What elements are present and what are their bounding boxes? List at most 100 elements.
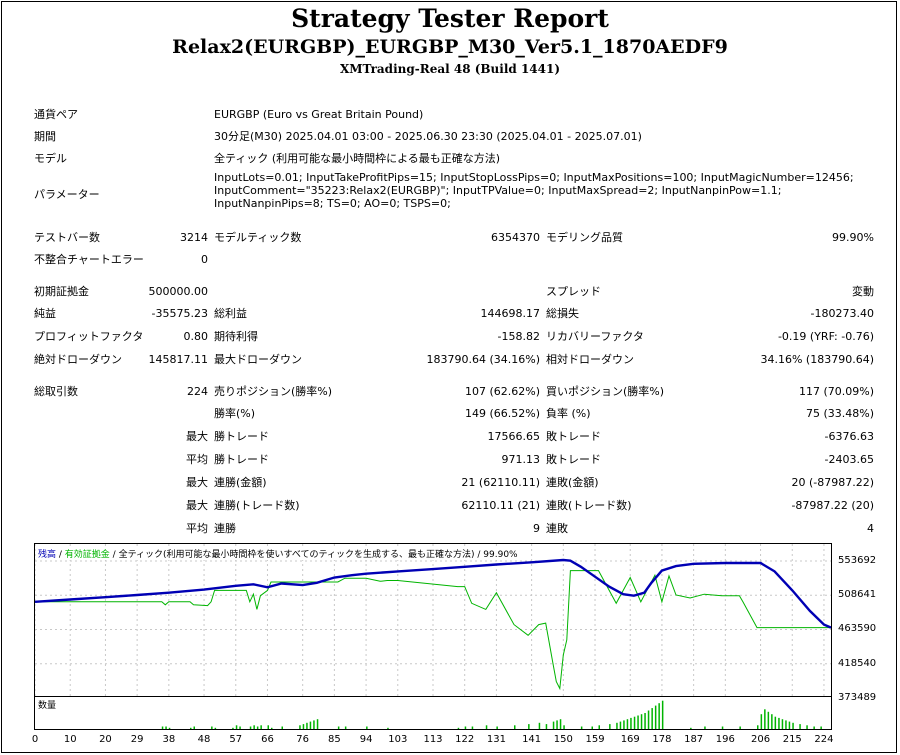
- volume-bar: [647, 710, 650, 729]
- report-title: Strategy Tester Report: [291, 4, 609, 33]
- x-tick-label: 103: [388, 734, 408, 745]
- gross-loss-value: -180273.40: [810, 307, 874, 320]
- volume-label: 数量: [38, 698, 57, 711]
- avg-loss-trade-value: -2403.65: [824, 453, 874, 466]
- win-rate-value: 149 (66.52%): [464, 407, 540, 420]
- deposit-value: 500000.00: [148, 285, 209, 298]
- volume-bar: [651, 708, 653, 729]
- legend-sep: /: [56, 550, 65, 560]
- net-profit-value: -35575.23: [151, 307, 208, 320]
- volume-bar: [658, 703, 660, 729]
- volume-bar: [767, 711, 770, 729]
- short-positions-value: 107 (62.62%): [464, 385, 540, 398]
- volume-bar: [528, 724, 530, 729]
- x-tick-label: 122: [455, 734, 475, 745]
- max-word: 最大: [186, 499, 208, 512]
- x-tick-label: 215: [782, 734, 802, 745]
- volume-bar: [214, 727, 217, 729]
- expected-payoff-label: 期待利得: [214, 330, 258, 343]
- model-value: 全ティック (利用可能な最小時間枠による最も正確な方法): [214, 152, 501, 165]
- volume-bar: [609, 724, 611, 729]
- equity-line: [35, 570, 831, 691]
- volume-bar: [253, 725, 255, 729]
- max-word: 最大: [186, 476, 208, 489]
- symbol-value: EURGBP (Euro vs Great Britain Pound): [214, 108, 424, 121]
- volume-chart: 数量: [34, 696, 832, 730]
- volume-bar: [552, 721, 555, 729]
- spread-label: スプレッド: [546, 285, 601, 298]
- volume-bar: [813, 726, 815, 729]
- long-positions-value: 117 (70.09%): [798, 385, 874, 398]
- ticks-value: 6354370: [491, 231, 540, 244]
- volume-bar: [623, 720, 625, 729]
- params-label: パラメーター: [34, 188, 100, 201]
- volume-bar: [211, 726, 213, 729]
- win-rate-label: 勝率(%): [214, 407, 256, 420]
- volume-bar: [644, 713, 646, 729]
- period-value: 30分足(M30) 2025.04.01 03:00 - 2025.06.30 …: [214, 130, 642, 143]
- volume-bar: [757, 725, 759, 729]
- legend-sep: /: [109, 550, 119, 560]
- volume-bar: [820, 726, 822, 729]
- deposit-label: 初期証拠金: [34, 285, 89, 298]
- server-info: XMTrading-Real 48 (Build 1441): [339, 62, 561, 76]
- volume-bar: [637, 715, 639, 729]
- x-tick-label: 224: [814, 734, 834, 745]
- volume-bar: [267, 725, 269, 729]
- bars-value: 3214: [180, 231, 208, 244]
- x-tick-label: 196: [715, 734, 735, 745]
- max-word: 最大: [186, 430, 208, 443]
- volume-bar: [239, 726, 241, 729]
- volume-bar: [260, 725, 262, 729]
- x-tick-label: 131: [486, 734, 506, 745]
- long-positions-label: 買いポジション(勝率%): [546, 385, 665, 398]
- y-tick-label: 553692: [838, 554, 877, 566]
- volume-bar: [249, 726, 252, 729]
- x-tick-label: 94: [359, 734, 373, 745]
- chart-legend: 残高 / 有効証拠金 / 全ティック(利用可能な最小時間枠を使いすべてのティック…: [38, 547, 518, 560]
- abs-dd-value: 145817.11: [148, 353, 209, 366]
- x-tick-label: 10: [63, 734, 77, 745]
- avg-cons-loss-value: 4: [867, 522, 874, 535]
- volume-bar: [630, 717, 632, 729]
- avg-win-trade-label: 勝トレード: [214, 453, 269, 466]
- legend-balance: 残高: [38, 550, 57, 560]
- x-tick-label: 150: [553, 734, 573, 745]
- bars-label: テストバー数: [34, 231, 100, 244]
- max-loss-trade-label: 敗トレード: [546, 430, 601, 443]
- x-tick-label: 85: [328, 734, 341, 745]
- gross-loss-label: 総損失: [546, 307, 579, 320]
- avg-win-trade-value: 971.13: [501, 453, 541, 466]
- max-loss-trade-value: -6376.63: [824, 430, 874, 443]
- volume-bar: [591, 726, 593, 729]
- x-tick-label: 187: [684, 734, 704, 745]
- max-cons-loss-trd-label: 連敗(トレード数): [546, 499, 632, 512]
- max-win-trade-label: 勝トレード: [214, 430, 269, 443]
- max-cons-win-amt-label: 連勝(金額): [214, 476, 267, 489]
- volume-bar: [538, 722, 541, 729]
- volume-bar: [739, 726, 741, 729]
- recovery-label: リカバリーファクタ: [546, 330, 644, 343]
- volume-bar: [366, 726, 368, 729]
- volume-bar: [161, 726, 164, 729]
- profit-factor-value: 0.80: [183, 330, 209, 343]
- volume-bar: [514, 725, 516, 729]
- volume-bar: [556, 720, 558, 729]
- volume-bar: [771, 714, 773, 729]
- volume-bar: [619, 721, 622, 729]
- avg-word: 平均: [186, 453, 208, 466]
- avg-cons-loss-label: 連敗: [546, 522, 568, 535]
- gross-profit-label: 総利益: [214, 307, 247, 320]
- y-tick-label: 463590: [838, 623, 877, 635]
- x-tick-label: 159: [585, 734, 605, 745]
- short-positions-label: 売りポジション(勝率%): [214, 385, 333, 398]
- volume-bar: [778, 717, 780, 729]
- volume-bar: [580, 726, 583, 729]
- total-trades-label: 総取引数: [34, 385, 78, 398]
- y-tick-label: 418540: [838, 657, 877, 669]
- max-cons-loss-trd-value: -87987.22 (20): [791, 499, 874, 512]
- avg-loss-trade-label: 敗トレード: [546, 453, 601, 466]
- volume-bar: [799, 724, 801, 729]
- x-tick-label: 29: [130, 734, 144, 745]
- balance-chart-svg: [35, 544, 831, 698]
